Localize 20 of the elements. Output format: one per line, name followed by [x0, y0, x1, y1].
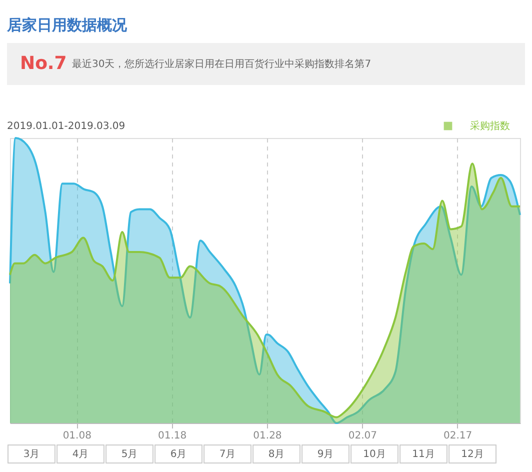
chart-title: 居家日用数据概况 [6, 16, 128, 34]
text: 9月 [317, 449, 334, 460]
text: No.7 [20, 53, 67, 74]
x-tick-label: 02.07 [348, 430, 377, 442]
x-tick-label: 02.17 [444, 430, 472, 442]
text: 11月 [412, 449, 435, 460]
text: 3月 [23, 449, 40, 460]
x-tick-label: 01.28 [253, 430, 282, 442]
text: 8月 [268, 449, 285, 460]
text: 2019.01.01-2019.03.09 [7, 121, 126, 132]
text: 10月 [363, 449, 386, 460]
text: 5月 [121, 449, 138, 460]
text: 7月 [219, 449, 236, 460]
text: 最近30天，您所选行业居家日用在日用百货行业中采购指数排名第7 [72, 58, 372, 70]
text: 12月 [461, 449, 484, 460]
text: 4月 [72, 449, 89, 460]
x-tick-label: 01.08 [62, 430, 92, 442]
x-tick-label: 01.18 [158, 430, 187, 442]
text: 6月 [170, 449, 187, 460]
legend-label: 采购指数 [470, 120, 510, 132]
